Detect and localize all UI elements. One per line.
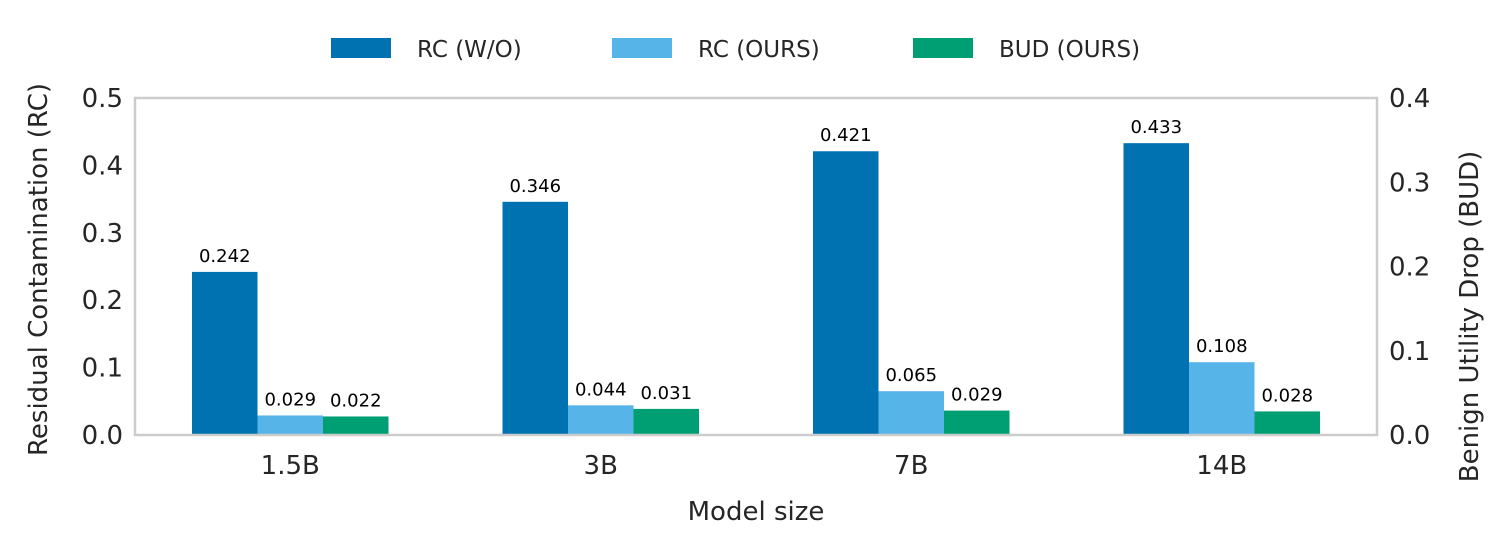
bar-value-label: 0.421 [820, 125, 872, 146]
bar-value-label: 0.029 [951, 385, 1003, 406]
legend-swatch [331, 38, 391, 58]
bar-bud-ours [944, 410, 1010, 435]
bar-bud-ours [1254, 411, 1320, 435]
left-y-tick-label: 0.4 [82, 151, 123, 181]
left-y-tick-label: 0.1 [82, 354, 123, 384]
legend-swatch [612, 38, 672, 58]
legend-label: RC (W/O) [417, 37, 522, 63]
bar-value-label: 0.433 [1130, 117, 1182, 138]
bars [192, 143, 1320, 435]
x-tick-label: 1.5B [261, 451, 320, 481]
x-tick-label: 14B [1196, 451, 1247, 481]
bar-value-label: 0.029 [264, 389, 316, 410]
right-y-axis-title: Benign Utility Drop (BUD) [1455, 151, 1485, 483]
right-y-tick-label: 0.2 [1389, 253, 1430, 283]
bar-value-label: 0.031 [640, 383, 692, 404]
bar-rc-w-o [192, 271, 258, 435]
left-y-tick-label: 0.3 [82, 219, 123, 249]
x-tick-label: 7B [894, 451, 928, 481]
bar-rc-w-o [1123, 143, 1189, 435]
left-y-axis-title: Residual Contamination (RC) [24, 83, 54, 456]
bar-value-label: 0.028 [1261, 385, 1313, 406]
bar-value-label: 0.346 [509, 176, 561, 197]
bar-value-label: 0.022 [330, 390, 382, 411]
bar-value-label: 0.044 [575, 379, 627, 400]
x-axis-title: Model size [688, 497, 825, 527]
plot-frame [133, 96, 1379, 437]
legend: RC (W/O) RC (OURS) BUD (OURS) [331, 37, 1140, 63]
bar-rc-ours [1189, 362, 1255, 435]
legend-label: RC (OURS) [698, 37, 820, 63]
bar-rc-ours [257, 415, 323, 435]
right-y-tick-label: 0.4 [1389, 84, 1430, 114]
bar-bud-ours [633, 408, 699, 435]
left-y-tick-label: 0.0 [82, 421, 123, 451]
bar-rc-w-o [502, 201, 568, 435]
x-axis-ticks: 1.5B 3B 7B 14B [261, 451, 1248, 481]
bar-bud-ours [323, 416, 389, 435]
bar-value-labels: 0.242 0.029 0.022 0.346 0.044 0.031 0.421 0.065… [199, 117, 1313, 411]
bar-rc-ours [878, 391, 944, 435]
left-y-tick-label: 0.2 [82, 286, 123, 316]
legend-label: BUD (OURS) [999, 37, 1140, 63]
right-y-tick-label: 0.3 [1389, 168, 1430, 198]
bar-rc-ours [568, 405, 634, 435]
bar-value-label: 0.065 [885, 365, 937, 386]
right-y-axis-ticks: 0.0 0.1 0.2 0.3 0.4 [1389, 84, 1430, 451]
bar-value-label: 0.242 [199, 246, 251, 267]
right-y-tick-label: 0.0 [1389, 421, 1430, 451]
bar-value-label: 0.108 [1196, 336, 1248, 357]
x-tick-label: 3B [584, 451, 618, 481]
left-y-axis-ticks: 0.0 0.1 0.2 0.3 0.4 0.5 [82, 84, 123, 451]
right-y-tick-label: 0.1 [1389, 337, 1430, 367]
bar-rc-w-o [813, 151, 879, 435]
legend-swatch [913, 38, 973, 58]
left-y-tick-label: 0.5 [82, 84, 123, 114]
